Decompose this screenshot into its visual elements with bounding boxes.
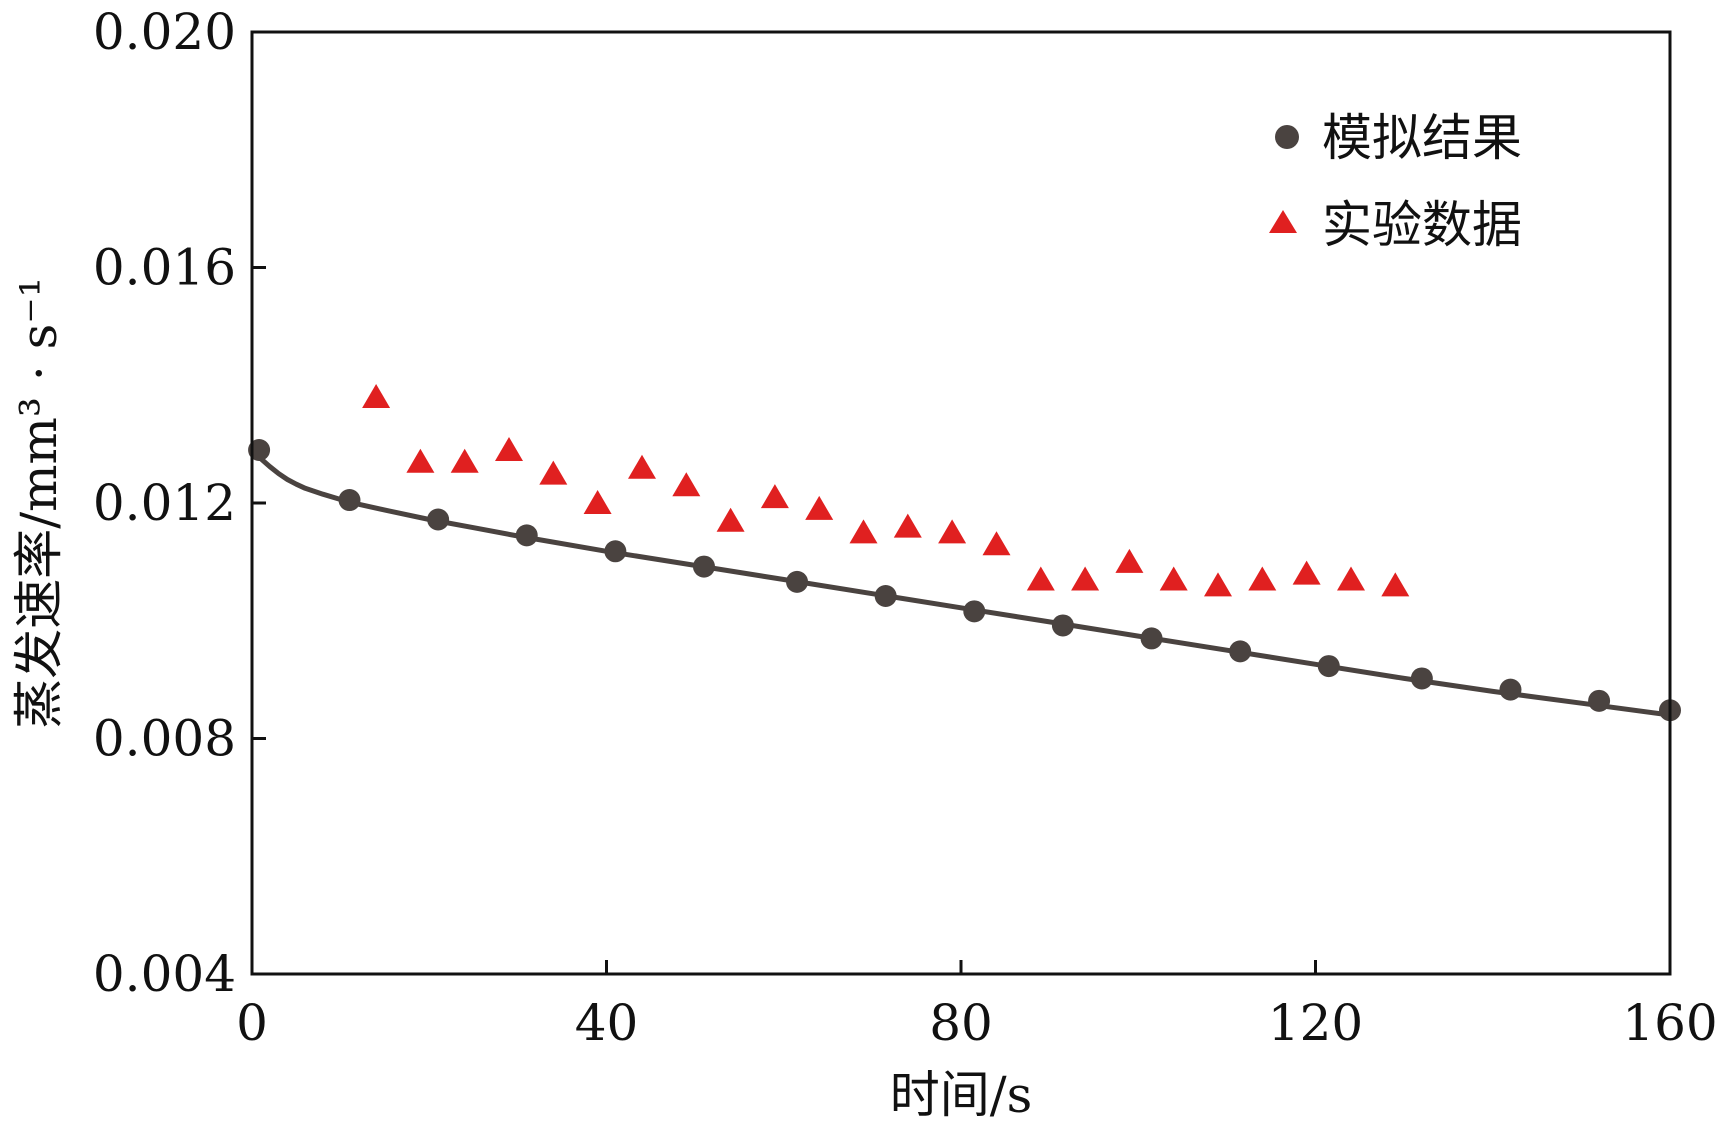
simulation-point [1317,655,1340,678]
plot-frame [250,30,1672,976]
experiment-point [1381,572,1410,597]
experiment-point [1115,548,1144,573]
experiment-point [495,437,523,461]
simulation-point [1229,640,1252,663]
experiment-point [672,472,701,497]
x-tick-label: 0 [236,994,268,1052]
x-tick-label: 160 [1622,994,1715,1052]
simulation-curve [250,450,1671,718]
simulation-point [692,555,715,578]
experiment-point [849,519,878,544]
experiment-point [982,531,1011,556]
simulation-curve-layer [250,450,1671,718]
simulation-point [786,570,809,593]
y-tick-label: 0.012 [93,474,236,532]
legend-label-experiment: 实验数据 [1322,196,1522,254]
experiment-point [583,490,612,514]
simulation-point [604,540,627,563]
legend-marker-simulation [1275,125,1299,149]
experiment-point [628,454,656,479]
experiment-point [1292,560,1321,585]
simulation-point [515,524,538,547]
experiment-point [805,495,834,520]
tick-layer: 0 40 80 120 160 0.004 0.008 0.012 0.016 0.020 [93,3,1715,1052]
x-tick-label: 120 [1268,994,1363,1052]
experiment-point [406,448,435,473]
simulation-point [874,585,897,608]
x-tick-label: 40 [575,994,639,1052]
experiment-point [716,507,745,532]
experiment-point [539,460,568,485]
experiment-point [450,448,479,473]
experiment-point [1026,566,1055,591]
simulation-point [963,600,986,623]
experiment-point [362,384,391,408]
experiment-point [1204,572,1232,597]
simulation-point [1499,678,1522,701]
experiment-point [1337,566,1365,591]
y-tick-label: 0.008 [93,710,236,768]
experiment-point [938,519,967,544]
legend-marker-experiment [1269,210,1297,233]
x-tick-label: 80 [929,994,993,1052]
experiment-point [893,513,922,538]
simulation-point [1051,614,1074,637]
simulation-point [338,489,361,512]
experiment-point [1248,566,1277,591]
experiment-point [1071,566,1100,591]
experiment-point [1159,566,1188,591]
y-tick-label: 0.004 [93,945,236,1003]
legend: 模拟结果 实验数据 [1269,109,1522,254]
simulation-point [427,508,450,531]
simulation-point [1410,667,1433,690]
y-axis-title: 蒸发速率/mm³ · s⁻¹ [10,277,68,729]
experiment-point [760,484,789,509]
y-tick-label: 0.016 [93,239,236,297]
marker-layer [248,384,1681,722]
x-axis-title: 时间/s [890,1066,1033,1124]
legend-label-simulation: 模拟结果 [1322,109,1522,167]
simulation-point [1588,689,1611,712]
simulation-point [248,439,271,462]
y-tick-label: 0.020 [93,3,236,61]
simulation-point [1140,627,1163,650]
